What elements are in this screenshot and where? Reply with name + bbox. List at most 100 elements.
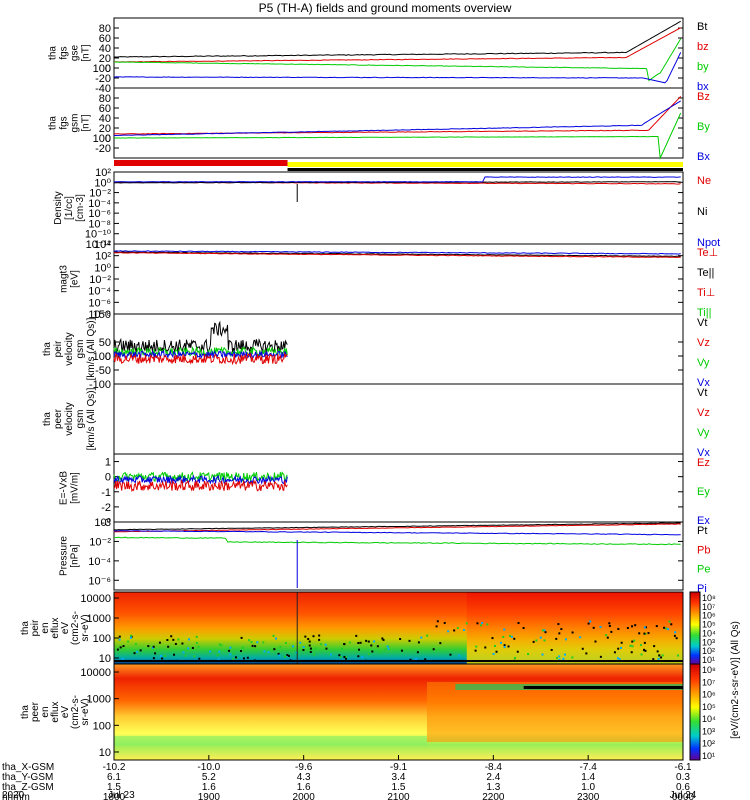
series-Pe: [113, 536, 681, 546]
spectrogram-speck: [172, 638, 175, 641]
series-Bz: [113, 96, 682, 135]
spectrogram-speck: [665, 627, 668, 630]
spectrogram-speck: [599, 655, 602, 658]
ytick-label: 100: [93, 633, 111, 645]
series-Pi: [113, 530, 681, 536]
spectrogram-speck: [617, 627, 620, 630]
ytick-label: 100: [93, 133, 111, 145]
spectrogram-speck: [209, 650, 212, 653]
spectrogram-speck: [677, 654, 680, 657]
panel-peer-velocity: tha peer velocity gsm [km/s (All Qs)] Vt Vz Vy V…: [42, 383, 710, 459]
spectrogram-speck: [610, 630, 613, 633]
spectrogram-speck: [417, 641, 420, 644]
spectrogram-speck: [279, 645, 282, 648]
spectrogram-speck: [449, 653, 452, 656]
spectrogram-speck: [314, 647, 317, 650]
spectrogram-speck: [480, 624, 483, 627]
spectrogram-speck: [367, 640, 370, 643]
spectrogram-field-late: [466, 592, 683, 664]
panel-ylabel: eV: [60, 706, 71, 719]
spectrogram-speck: [382, 638, 385, 641]
xaxis-value: 2100: [387, 792, 410, 800]
spectrogram-speck: [170, 635, 173, 638]
spectrogram-speck: [544, 631, 547, 634]
panel-ylabel: [eV]: [70, 270, 81, 288]
spectrogram-speck: [443, 621, 446, 624]
spectrogram-speck: [640, 653, 643, 656]
spectrogram-speck: [555, 637, 558, 640]
series-Ni: [113, 181, 681, 184]
panel-ylabel: magt3: [59, 265, 70, 293]
spectrogram-speck: [343, 655, 346, 658]
panel-ylabel: en: [40, 622, 51, 633]
spectrogram-speck: [229, 653, 232, 656]
spectrogram-speck: [613, 651, 616, 654]
spectrogram-speck: [295, 651, 298, 654]
series-Vt: [113, 320, 288, 355]
spectrogram-speck: [232, 657, 235, 660]
xaxis-value: 5.2: [202, 772, 216, 783]
xaxis-value: 2000: [293, 792, 316, 800]
spectrogram-speck: [284, 641, 287, 644]
spectrogram-speck: [159, 654, 162, 657]
spectrogram-speck: [302, 649, 305, 652]
spectrogram-speck: [240, 636, 243, 639]
spectrogram-speck: [585, 652, 588, 655]
spectrogram-speck: [424, 658, 427, 661]
ytick-label: -20: [95, 143, 111, 155]
spectrogram-speck: [508, 634, 511, 637]
spectrogram-speck: [308, 644, 311, 647]
spectrogram-speck: [273, 648, 276, 651]
legend-Bt: Bt: [697, 21, 707, 33]
x-axis: tha_X-GSM -10.2 -10.0 -9.6 -9.1 -8.4 -7.4 -6.1 t…: [2, 755, 697, 800]
legend-Npot: Npot: [697, 237, 720, 249]
spectrogram-speck: [181, 642, 184, 645]
panel-ylabel: gse: [70, 45, 81, 62]
spectrogram-speck: [571, 631, 574, 634]
spectrogram-speck: [541, 653, 544, 656]
spectrogram-speck: [661, 654, 664, 657]
spectrogram-speck: [191, 646, 194, 649]
spectrogram-speck: [474, 649, 477, 652]
spectrogram-speck: [631, 640, 634, 643]
spectrogram-speck: [365, 639, 368, 642]
panel-ylabel: eflux: [50, 617, 61, 638]
panel-efield: E=-VxB [mV/m] 1 0 -1 -2 -3 Ez Ey Ex: [59, 453, 710, 529]
spectrogram-speck: [674, 631, 677, 634]
spectrogram-speck: [643, 626, 646, 629]
spectrogram-speck: [122, 645, 125, 648]
spectrogram-speck: [558, 632, 561, 635]
spectrogram-speck: [344, 657, 347, 660]
colorbar-label: 10¹: [702, 655, 715, 665]
spectrogram-speck: [152, 645, 155, 648]
spectrogram-speck: [359, 641, 362, 644]
xaxis-value: 2300: [577, 792, 600, 800]
ytick-label: 1: [105, 457, 111, 469]
spectrogram-speck: [656, 650, 659, 653]
spectrogram-speck: [254, 645, 257, 648]
figure-title: P5 (TH-A) fields and ground moments over…: [259, 1, 512, 15]
spectrogram-speck: [670, 623, 673, 626]
xaxis-value: 1.5: [107, 782, 121, 793]
ytick-label: 40: [99, 113, 111, 125]
xaxis-value: 2.4: [486, 772, 500, 783]
legend-Vt: Vt: [697, 317, 707, 329]
xaxis-date: Jul 23: [108, 790, 135, 800]
spectrogram-speck: [318, 638, 321, 641]
ytick-label: 50: [99, 337, 111, 349]
ytick-label: 10: [99, 653, 111, 665]
spectrogram-speck: [435, 625, 438, 628]
spectrogram-speck: [556, 657, 559, 660]
spectrogram-speck: [605, 634, 608, 637]
spectrogram-speck: [133, 652, 136, 655]
ytick-label: 150: [93, 309, 111, 321]
spectrogram-speck: [579, 636, 582, 639]
spectrogram-speck: [312, 635, 315, 638]
spectrogram-speck: [198, 657, 201, 660]
spectrogram-speck: [476, 622, 479, 625]
ytick-label: 10⁻⁸: [88, 309, 111, 321]
spectrogram-speck: [503, 628, 506, 631]
xaxis-value: 2200: [482, 792, 505, 800]
spectrogram-speck: [240, 649, 243, 652]
